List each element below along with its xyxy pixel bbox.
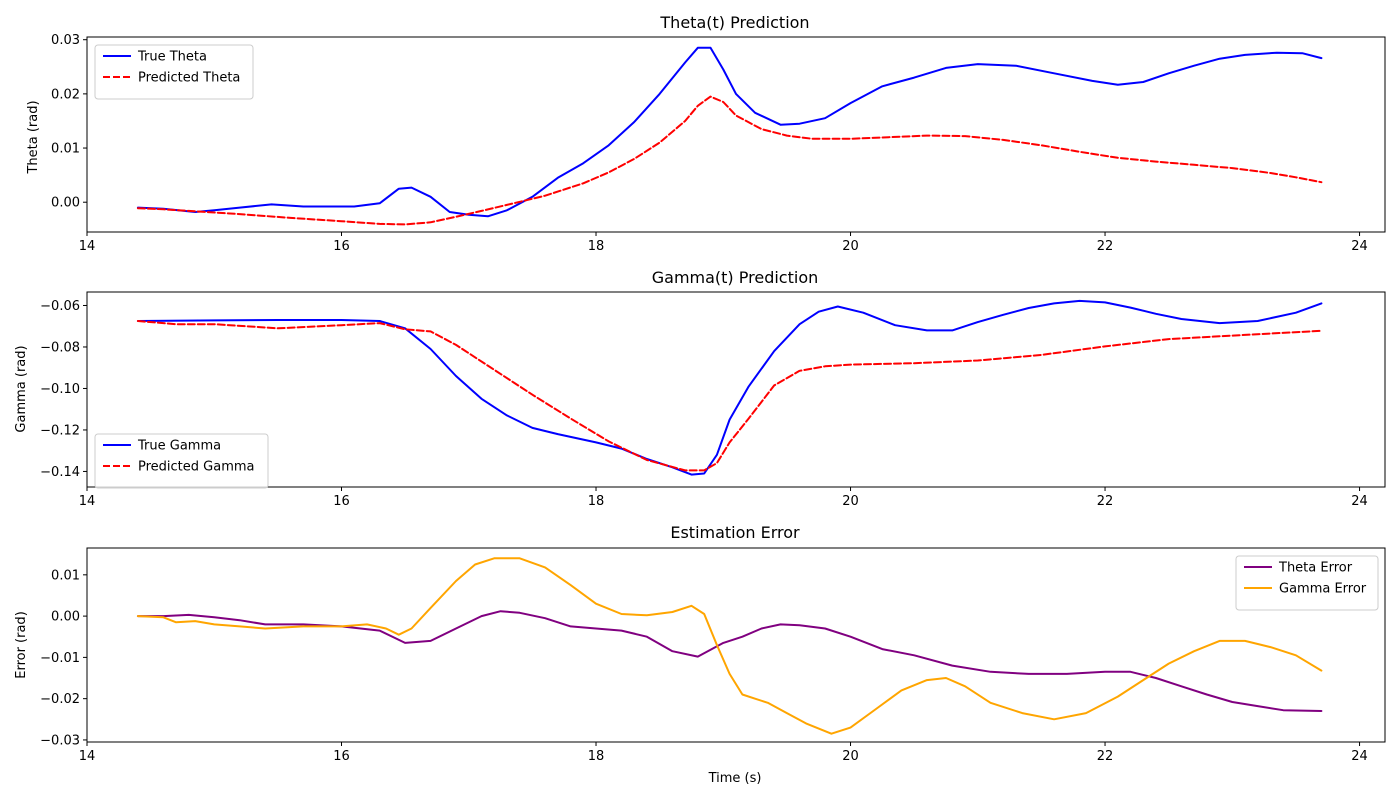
legend: Theta Error Gamma Error: [1235, 555, 1379, 611]
y-tick-label: −0.06: [40, 299, 80, 314]
y-tick-label: −0.14: [40, 465, 80, 480]
y-tick-label: −0.02: [40, 692, 80, 707]
legend-label: True Theta: [137, 50, 207, 65]
series-line-1: [136, 46, 1323, 218]
axes-frame: [86, 547, 1386, 743]
x-tick-label: 20: [842, 494, 859, 509]
x-tick-label: 16: [333, 239, 350, 254]
y-tick-label: −0.03: [40, 733, 80, 748]
legend-box: [1235, 555, 1379, 611]
x-tick-label: 20: [842, 749, 859, 764]
legend-box: [94, 44, 254, 100]
chart-title: Gamma(t) Prediction: [652, 268, 819, 287]
panel-gamma: Gamma(t) Prediction Gamma (rad) 14 16 18 20…: [14, 268, 1386, 509]
y-tick-label: 0.03: [51, 33, 80, 48]
y-tick-label: 0.01: [51, 568, 80, 583]
y-tick-label: −0.12: [40, 423, 80, 438]
x-tick-label: 16: [333, 494, 350, 509]
series-line-2: [136, 557, 1323, 735]
theta-plot-area: 14 16 18 20 22 24 0.00 0.01 0.02 0.03 True Theta Pr…: [51, 33, 1386, 254]
x-tick-label: 24: [1351, 239, 1368, 254]
x-tick-label: 18: [588, 749, 605, 764]
legend: True Gamma Predicted Gamma: [94, 433, 269, 489]
legend-box: [94, 433, 269, 489]
error-plot-area: 14 16 18 20 22 24 −0.03 −0.02 −0.01 0.00 0.01 Theta…: [40, 547, 1386, 764]
y-tick-label: 0.00: [51, 610, 80, 625]
legend-label: Gamma Error: [1279, 582, 1367, 597]
axes-frame: [86, 36, 1386, 233]
series-line-2: [136, 320, 1323, 472]
gamma-plot-area: 14 16 18 20 22 24 −0.14 −0.12 −0.10 −0.08 −0.06 Tru…: [40, 291, 1386, 509]
x-axis-label: Time (s): [708, 771, 762, 786]
legend-label: Predicted Gamma: [138, 460, 255, 475]
chart-title: Theta(t) Prediction: [659, 13, 809, 32]
legend-label: True Gamma: [137, 439, 221, 454]
axes-frame: [86, 291, 1386, 488]
chart-title: Estimation Error: [670, 523, 800, 542]
legend: True Theta Predicted Theta: [94, 44, 254, 100]
y-tick-label: 0.00: [51, 196, 80, 211]
y-tick-label: 0.01: [51, 142, 80, 157]
x-tick-label: 14: [79, 239, 96, 254]
y-tick-label: −0.08: [40, 340, 80, 355]
y-tick-label: −0.01: [40, 651, 80, 666]
series-line-2: [136, 95, 1323, 226]
panel-theta: Theta(t) Prediction Theta (rad) 14 16 18 20…: [26, 13, 1386, 254]
y-axis-label: Theta (rad): [26, 100, 41, 174]
x-tick-label: 14: [79, 749, 96, 764]
series-line-1: [136, 299, 1323, 476]
x-tick-label: 22: [1097, 239, 1114, 254]
x-tick-label: 20: [842, 239, 859, 254]
x-tick-label: 22: [1097, 749, 1114, 764]
x-tick-label: 18: [588, 239, 605, 254]
x-tick-label: 22: [1097, 494, 1114, 509]
y-tick-label: −0.10: [40, 382, 80, 397]
panel-error: Estimation Error Error (rad) Time (s) 14…: [14, 523, 1386, 786]
y-axis-label: Gamma (rad): [14, 345, 29, 432]
series-line-1: [136, 610, 1323, 712]
y-tick-label: 0.02: [51, 87, 80, 102]
legend-label: Theta Error: [1278, 561, 1353, 576]
x-tick-label: 24: [1351, 749, 1368, 764]
legend-label: Predicted Theta: [138, 71, 240, 86]
x-tick-label: 24: [1351, 494, 1368, 509]
x-tick-label: 18: [588, 494, 605, 509]
y-axis-label: Error (rad): [14, 611, 29, 679]
x-tick-label: 14: [79, 494, 96, 509]
x-tick-label: 16: [333, 749, 350, 764]
